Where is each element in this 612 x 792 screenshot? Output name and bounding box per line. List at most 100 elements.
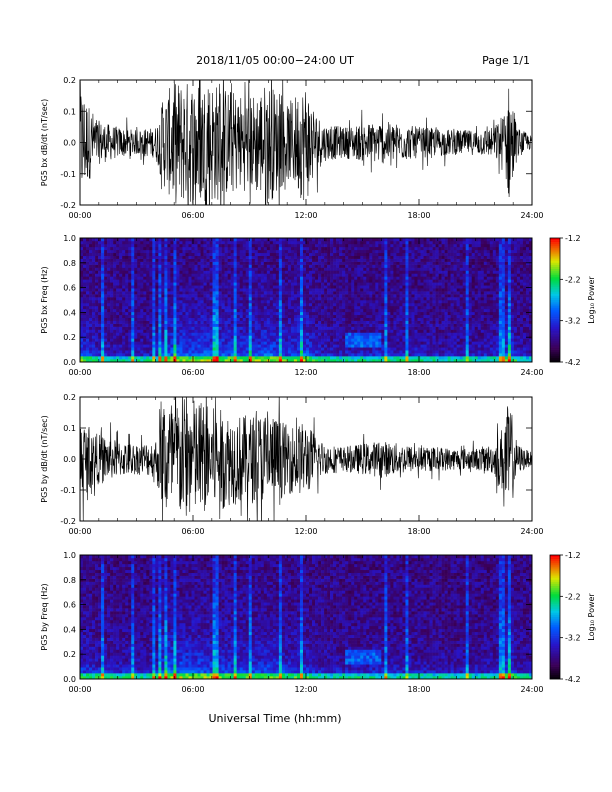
heatmap-cell — [95, 238, 99, 242]
heatmap-cell — [366, 335, 370, 339]
heatmap-cell — [342, 326, 346, 330]
heatmap-cell — [134, 297, 138, 301]
heatmap-cell — [146, 332, 150, 336]
heatmap-cell — [200, 341, 204, 345]
heatmap-cell — [176, 294, 180, 298]
heatmap-cell — [411, 344, 415, 348]
heatmap-cell — [327, 258, 331, 262]
heatmap-cell — [281, 326, 286, 330]
heatmap-cell — [302, 356, 307, 360]
heatmap-cell — [143, 264, 147, 268]
heatmap-cell — [107, 335, 111, 339]
heatmap-cell — [95, 359, 99, 363]
heatmap-cell — [284, 264, 289, 268]
heatmap-cell — [245, 249, 250, 254]
heatmap-cell — [393, 276, 397, 280]
heatmap-cell — [188, 267, 192, 271]
heatmap-cell — [248, 317, 253, 321]
heatmap-cell — [366, 332, 370, 336]
heatmap-cell — [306, 350, 310, 354]
heatmap-cell — [296, 350, 301, 354]
heatmap-cell — [275, 243, 280, 248]
heatmap-cell — [351, 350, 355, 354]
heatmap-cell — [414, 335, 418, 339]
heatmap-cell — [149, 314, 153, 319]
heatmap-cell — [302, 308, 307, 313]
heatmap-cell — [360, 238, 364, 242]
heatmap-cell — [116, 353, 120, 357]
heatmap-cell — [306, 344, 310, 348]
heatmap-cell — [348, 332, 352, 336]
heatmap-cell — [354, 329, 358, 333]
heatmap-cell — [80, 317, 84, 321]
heatmap-cell — [182, 261, 186, 265]
heatmap-cell — [191, 320, 195, 324]
heatmap-cell — [363, 350, 367, 354]
heatmap-cell — [269, 291, 274, 295]
heatmap-cell — [83, 317, 87, 321]
heatmap-cell — [104, 311, 108, 316]
heatmap-cell — [131, 238, 135, 242]
heatmap-cell — [393, 258, 397, 262]
heatmap-cell — [399, 294, 403, 298]
heatmap-cell — [296, 300, 301, 304]
heatmap-cell — [260, 332, 265, 336]
heatmap-cell — [369, 294, 373, 298]
heatmap-cell — [426, 359, 430, 363]
heatmap-cell — [363, 288, 367, 292]
heatmap-cell — [342, 356, 346, 360]
heatmap-cell — [351, 308, 355, 313]
heatmap-cell — [381, 252, 385, 257]
heatmap-cell — [330, 255, 334, 259]
heatmap-cell — [263, 267, 268, 271]
heatmap-cell — [293, 273, 298, 277]
heatmap-cell — [293, 261, 298, 265]
heatmap-cell — [101, 261, 105, 265]
heatmap-cell — [390, 353, 394, 357]
heatmap-cell — [137, 294, 141, 298]
heatmap-cell — [224, 341, 228, 345]
heatmap-cell — [83, 344, 87, 348]
heatmap-cell — [408, 311, 412, 316]
heatmap-cell — [423, 270, 427, 274]
heatmap-cell — [230, 291, 234, 295]
heatmap-cell — [339, 291, 343, 295]
heatmap-cell — [206, 347, 210, 351]
heatmap-cell — [324, 308, 328, 313]
heatmap-cell — [119, 359, 123, 363]
heatmap-cell — [203, 314, 207, 319]
heatmap-cell — [306, 338, 310, 342]
heatmap-cell — [345, 267, 349, 271]
heatmap-cell — [330, 308, 334, 313]
heatmap-cell — [363, 329, 367, 333]
heatmap-cell — [321, 264, 325, 268]
heatmap-cell — [95, 326, 99, 330]
heatmap-cell — [152, 288, 156, 292]
heatmap-cell — [390, 294, 394, 298]
heatmap-cell — [245, 320, 250, 324]
heatmap-cell — [230, 347, 234, 351]
heatmap-cell — [399, 350, 403, 354]
heatmap-cell — [260, 264, 265, 268]
heatmap-cell — [152, 258, 156, 262]
heatmap-cell — [375, 273, 379, 277]
heatmap-cell — [296, 255, 301, 259]
heatmap-cell — [278, 297, 283, 301]
heatmap-cell — [423, 323, 427, 327]
heatmap-cell — [101, 341, 105, 345]
heatmap-cell — [107, 320, 111, 324]
heatmap-cell — [185, 356, 189, 360]
heatmap-cell — [351, 261, 355, 265]
heatmap-cell — [170, 246, 174, 251]
heatmap-cell — [390, 273, 394, 277]
heatmap-cell — [318, 332, 322, 336]
heatmap-cell — [423, 285, 427, 289]
heatmap-cell — [429, 326, 433, 330]
heatmap-cell — [107, 243, 111, 248]
heatmap-cell — [128, 300, 132, 304]
heatmap-cell — [242, 255, 247, 259]
heatmap-cell — [354, 332, 358, 336]
heatmap-cell — [360, 288, 364, 292]
heatmap-cell — [92, 314, 96, 319]
heatmap-cell — [167, 240, 171, 245]
